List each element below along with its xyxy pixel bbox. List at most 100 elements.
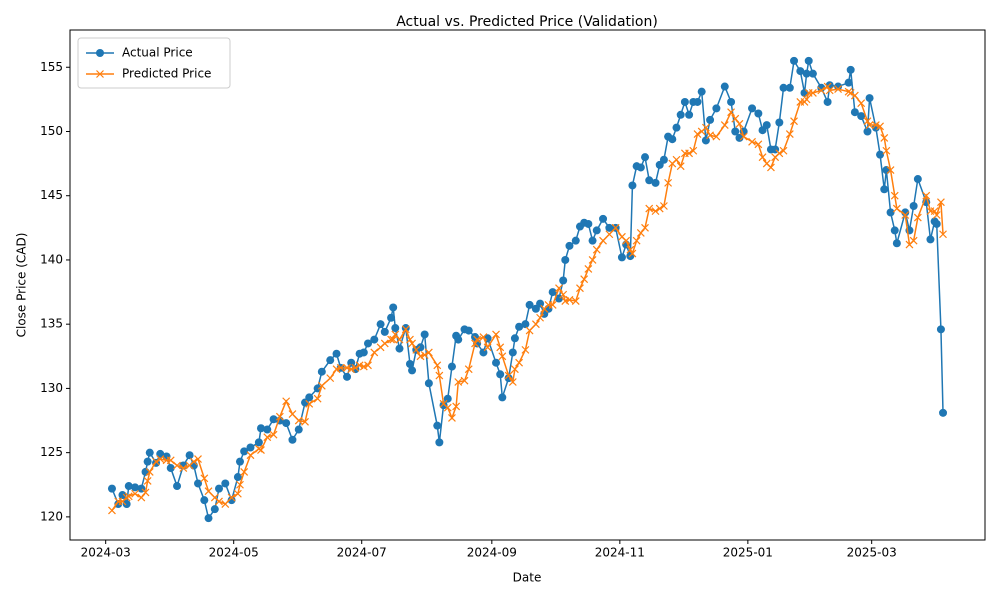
- marker: [515, 358, 524, 367]
- marker: [301, 417, 309, 426]
- marker: [433, 421, 442, 430]
- marker: [359, 348, 368, 357]
- y-tick-label: 125: [40, 445, 63, 459]
- marker: [131, 483, 140, 492]
- marker: [697, 87, 706, 96]
- marker: [892, 239, 901, 248]
- marker: [796, 67, 805, 76]
- marker: [515, 322, 524, 331]
- marker: [685, 110, 694, 119]
- marker: [269, 415, 278, 424]
- marker: [762, 121, 771, 130]
- marker: [351, 363, 360, 372]
- marker: [389, 303, 398, 312]
- marker: [294, 425, 303, 434]
- marker: [343, 372, 352, 381]
- marker: [380, 339, 389, 348]
- marker: [257, 446, 265, 455]
- marker: [727, 97, 736, 106]
- y-tick-label: 155: [40, 60, 63, 74]
- marker: [215, 484, 224, 493]
- y-tick-label: 135: [40, 317, 63, 331]
- marker: [785, 83, 794, 92]
- marker: [857, 112, 866, 121]
- marker: [496, 370, 505, 379]
- marker: [790, 117, 798, 126]
- legend-marker: [96, 49, 104, 57]
- marker: [525, 300, 534, 309]
- marker: [448, 414, 456, 422]
- marker: [754, 109, 763, 118]
- marker: [435, 371, 444, 380]
- marker: [387, 313, 396, 322]
- marker: [672, 123, 681, 132]
- marker: [269, 430, 278, 439]
- marker: [326, 374, 335, 383]
- marker: [901, 208, 910, 217]
- marker: [559, 290, 568, 299]
- marker: [645, 176, 654, 185]
- marker: [256, 424, 265, 433]
- marker: [599, 236, 607, 245]
- marker: [166, 464, 175, 473]
- y-tick-label: 120: [40, 509, 63, 523]
- marker: [754, 140, 763, 149]
- marker: [395, 335, 404, 344]
- marker: [712, 104, 721, 113]
- marker: [913, 213, 922, 222]
- marker: [632, 236, 641, 245]
- marker: [599, 214, 608, 223]
- marker: [808, 89, 817, 97]
- marker: [628, 249, 637, 258]
- marker: [405, 360, 414, 369]
- marker: [636, 229, 645, 237]
- marker: [420, 330, 429, 339]
- marker: [808, 69, 817, 78]
- marker: [235, 457, 244, 466]
- marker: [406, 335, 414, 344]
- marker: [122, 500, 131, 509]
- marker: [143, 457, 152, 466]
- marker: [479, 333, 488, 341]
- marker: [531, 320, 540, 329]
- marker: [492, 358, 501, 367]
- marker: [254, 438, 263, 447]
- marker: [416, 343, 425, 352]
- marker: [460, 376, 469, 385]
- marker: [173, 461, 181, 470]
- marker: [233, 473, 242, 482]
- marker: [685, 149, 694, 158]
- marker: [641, 223, 649, 232]
- marker: [275, 412, 284, 421]
- marker: [775, 149, 784, 158]
- marker: [886, 208, 895, 217]
- marker: [508, 378, 517, 386]
- marker: [611, 223, 620, 232]
- marker: [823, 97, 832, 106]
- marker: [584, 265, 593, 273]
- x-tick-label: 2024-11: [595, 546, 645, 560]
- marker: [221, 479, 230, 488]
- marker: [240, 467, 249, 476]
- legend-box: [77, 37, 231, 89]
- marker: [435, 438, 444, 447]
- marker: [909, 201, 918, 210]
- marker: [194, 455, 202, 463]
- marker: [124, 492, 133, 501]
- marker: [313, 394, 322, 403]
- marker: [655, 204, 664, 213]
- marker: [210, 505, 219, 514]
- marker: [932, 211, 941, 219]
- marker: [565, 241, 574, 250]
- marker: [221, 500, 230, 508]
- marker: [107, 484, 116, 493]
- marker: [712, 132, 721, 141]
- marker: [588, 236, 597, 245]
- marker: [693, 130, 702, 138]
- legend-marker: [96, 70, 104, 78]
- marker: [424, 348, 433, 357]
- marker: [641, 153, 650, 162]
- marker: [735, 119, 744, 128]
